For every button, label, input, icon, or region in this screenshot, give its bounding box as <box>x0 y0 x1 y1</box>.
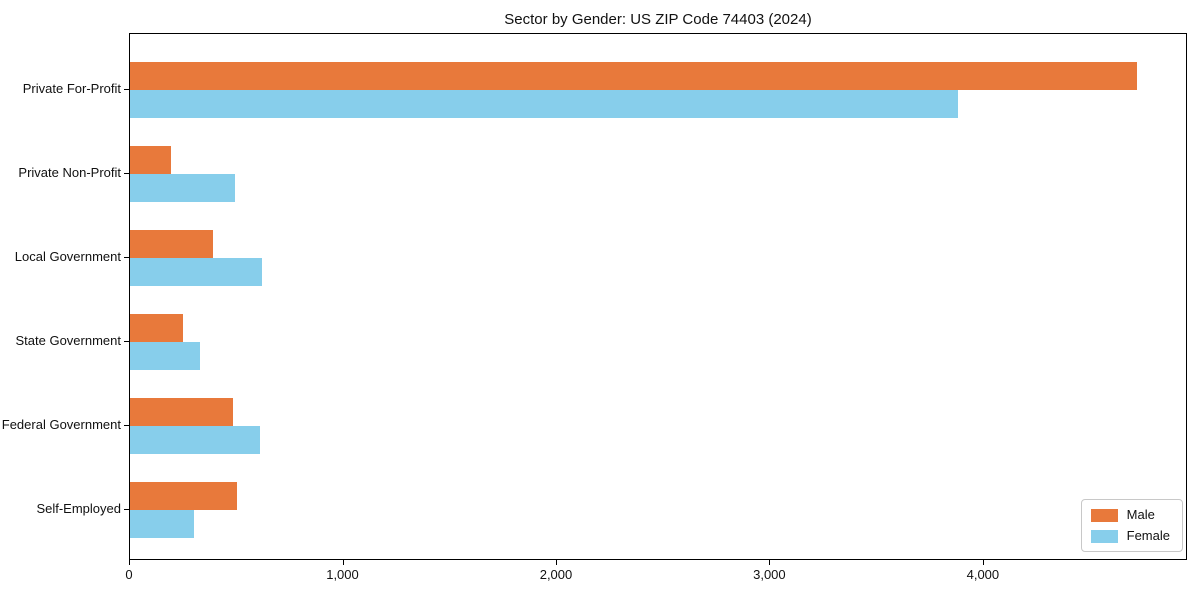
y-tick-mark <box>124 172 129 174</box>
plot-area <box>129 33 1187 560</box>
y-tick-label-local-government: Local Government <box>14 248 121 264</box>
y-tick-label-private-for-profit: Private For-Profit <box>22 80 121 96</box>
y-tick-mark <box>124 256 129 258</box>
y-tick-mark <box>124 88 129 90</box>
x-tick-mark <box>556 560 557 565</box>
legend-label-male: Male <box>1126 507 1155 522</box>
y-tick-label-private-non-profit: Private Non-Profit <box>18 164 121 180</box>
bar-male-state-government <box>130 313 184 342</box>
bar-female-federal-government <box>130 425 261 454</box>
bar-female-private-for-profit <box>130 89 959 118</box>
y-tick-mark <box>124 340 129 342</box>
y-tick-label-federal-government: Federal Government <box>1 416 121 432</box>
bar-male-private-for-profit <box>130 61 1137 90</box>
y-tick-label-state-government: State Government <box>15 332 122 348</box>
bar-male-private-non-profit <box>130 145 171 174</box>
x-tick-mark <box>769 560 771 565</box>
x-tick-label-2000: 2,000 <box>539 567 573 582</box>
bar-female-state-government <box>130 341 201 370</box>
bar-female-private-non-profit <box>130 173 235 202</box>
bar-male-local-government <box>130 229 214 258</box>
x-tick-mark <box>982 560 984 565</box>
bar-female-local-government <box>130 257 263 286</box>
legend-item-male: Male <box>1090 507 1170 522</box>
x-tick-label-3000: 3,000 <box>753 567 786 582</box>
x-tick-label-4000: 4,000 <box>966 567 1000 582</box>
y-tick-label-self-employed: Self-Employed <box>36 500 121 516</box>
legend-swatch-female <box>1090 529 1118 543</box>
y-tick-mark <box>124 508 129 510</box>
bar-male-federal-government <box>130 397 233 426</box>
legend: Male Female <box>1080 499 1183 552</box>
legend-swatch-male <box>1090 508 1118 522</box>
x-tick-label-1000: 1,000 <box>326 567 359 582</box>
bar-female-self-employed <box>130 509 194 538</box>
bar-male-self-employed <box>130 481 237 510</box>
legend-item-female: Female <box>1090 528 1170 543</box>
x-tick-mark <box>129 560 130 565</box>
x-tick-mark <box>342 560 344 565</box>
x-tick-label-0: 0 <box>125 567 133 582</box>
y-tick-mark <box>124 424 129 426</box>
legend-label-female: Female <box>1126 528 1170 543</box>
chart-title: Sector by Gender: US ZIP Code 74403 (202… <box>504 11 812 28</box>
